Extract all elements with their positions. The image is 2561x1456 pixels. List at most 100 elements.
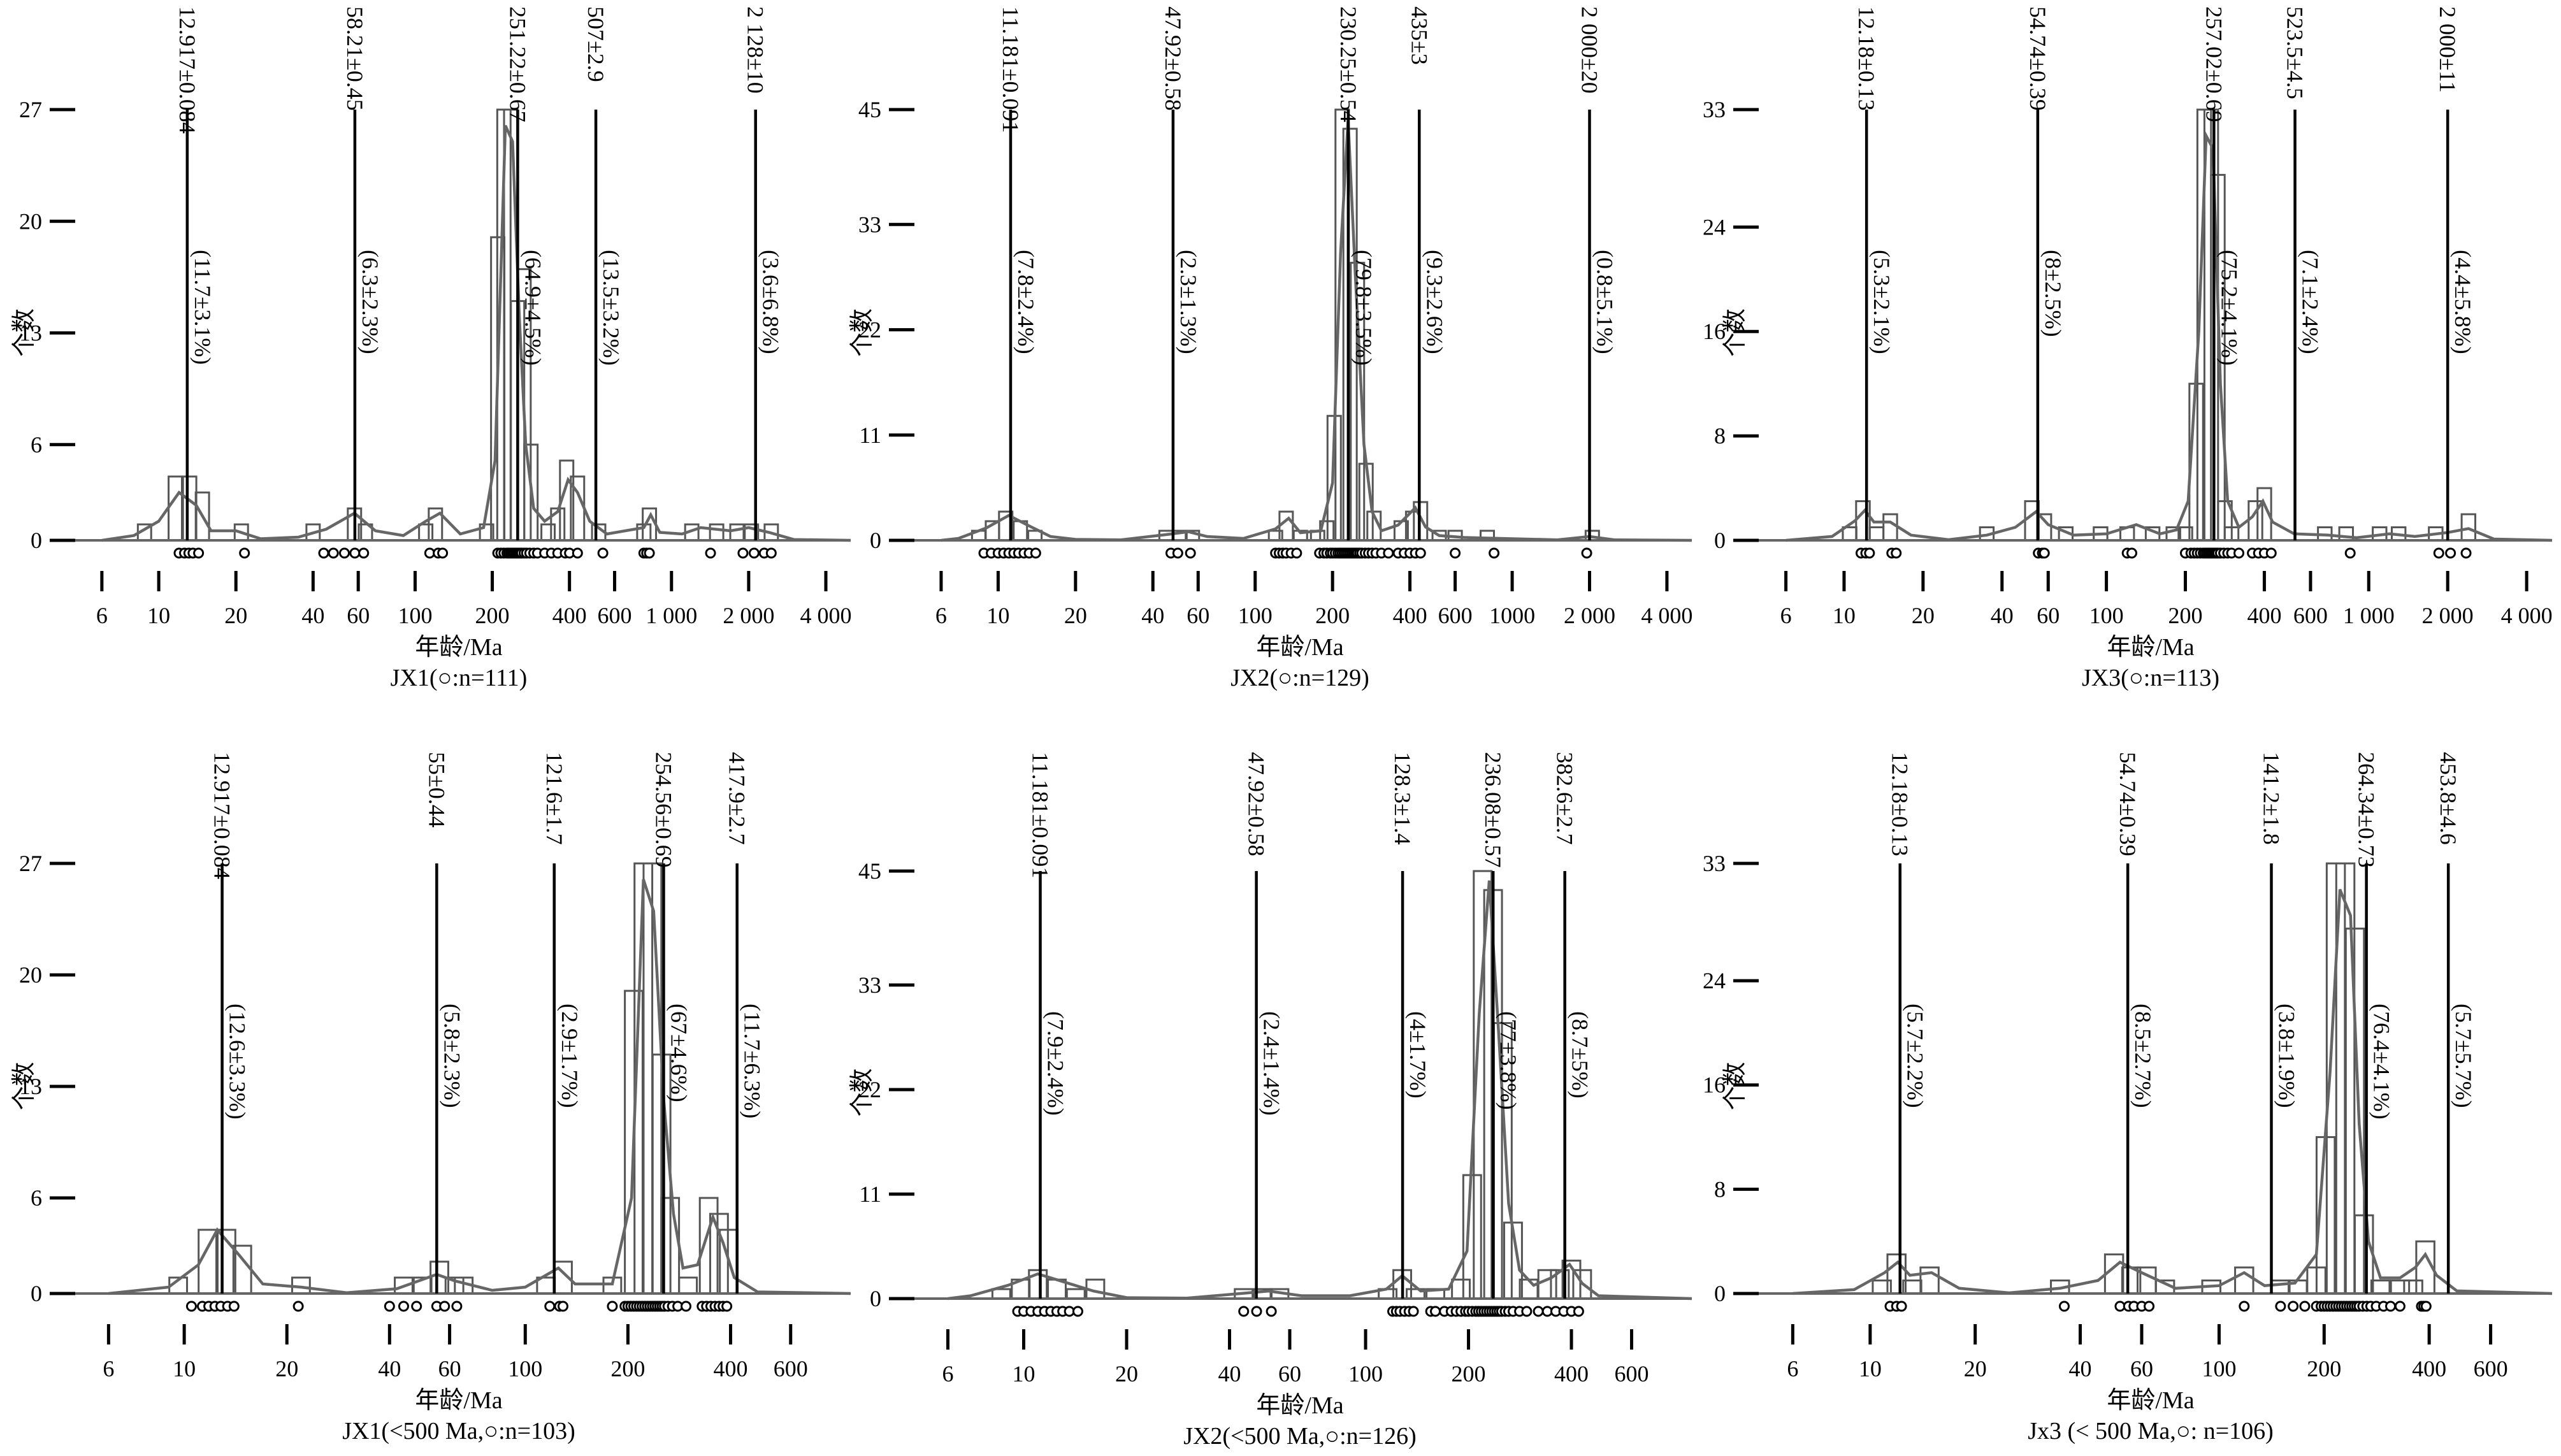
histogram-bar	[182, 475, 198, 542]
age-marker	[2275, 1301, 2286, 1312]
peak-age-label: 254.56±0.69	[651, 752, 676, 868]
y-tick-label: 6	[31, 432, 42, 458]
x-tick-label: 20	[1912, 603, 1935, 628]
histogram-bar	[2403, 1279, 2423, 1295]
age-marker	[398, 1301, 409, 1312]
y-axis-title: 个数	[849, 1068, 876, 1116]
x-tick-label: 200	[2307, 1356, 2341, 1381]
x-tick-label: 200	[475, 603, 510, 628]
x-tick-label: 6	[935, 603, 947, 628]
age-marker	[1573, 1306, 1584, 1317]
chart-panel-3: 12.18±0.13 (5.3±2.1%) 54.74±0.39 (8±2.5%) 25…	[1703, 6, 2553, 691]
age-marker	[1185, 547, 1196, 559]
peak-age-label: 58.21±0.45	[342, 6, 368, 111]
x-tick-label: 600	[1438, 603, 1473, 628]
y-tick-label: 45	[858, 858, 881, 884]
age-marker	[737, 547, 749, 559]
x-tick-label: 6	[1780, 603, 1792, 628]
histogram-bar	[1882, 513, 1898, 542]
age-marker	[439, 1301, 451, 1312]
peak-proportion-label: (6.3±2.3%)	[357, 250, 383, 354]
peak-age-label: 54.74±0.39	[2025, 6, 2051, 111]
peak-proportion-label: (5.7±2.2%)	[1903, 1004, 1928, 1108]
x-tick-label: 40	[1141, 603, 1164, 628]
age-marker	[318, 547, 329, 559]
peak-proportion-label: (11.7±3.1%)	[190, 250, 215, 364]
age-marker	[451, 1301, 463, 1312]
chart-panel-2: 11.181±0.091 (7.8±2.4%) 47.92±0.58 (2.3±1.3…	[849, 6, 1692, 691]
peak-proportion-label: (2.4±1.4%)	[1259, 1011, 1285, 1116]
peak-age-label: 47.92±0.58	[1244, 752, 1269, 856]
y-tick-label: 0	[1714, 1281, 1726, 1306]
age-marker	[328, 547, 339, 559]
x-tick-label: 20	[1064, 603, 1087, 628]
age-marker	[681, 1301, 692, 1312]
peak-age-label: 2 000±20	[1576, 6, 1602, 94]
y-tick-label: 33	[858, 972, 881, 998]
y-tick-label: 0	[31, 528, 42, 553]
panel-caption: JX1(<500 Ma,○:n=103)	[342, 1418, 575, 1445]
peak-proportion-label: (76.4±4.1%)	[2369, 1004, 2395, 1120]
y-tick-label: 33	[1703, 97, 1726, 122]
x-tick-label: 200	[1452, 1361, 1486, 1387]
x-tick-label: 600	[2293, 603, 2328, 628]
age-marker	[607, 1301, 618, 1312]
peak-age-label: 523.5±4.5	[2283, 6, 2308, 99]
histogram-bar	[991, 1288, 1011, 1300]
y-axis-title: 个数	[849, 308, 876, 357]
y-tick-label: 0	[31, 1281, 42, 1306]
x-tick-label: 20	[275, 1356, 298, 1381]
histogram-bar	[678, 1276, 698, 1295]
age-marker	[644, 547, 655, 559]
peak-proportion-label: (8.7±5%)	[1568, 1011, 1593, 1099]
age-marker	[2344, 547, 2356, 559]
age-marker	[1030, 547, 1041, 559]
x-tick-label: 2 000	[2422, 603, 2474, 628]
age-marker	[721, 1301, 733, 1312]
peak-proportion-label: (0.8±5.1%)	[1592, 250, 1617, 354]
y-tick-label: 27	[19, 851, 42, 876]
x-tick-label: 60	[438, 1356, 461, 1381]
histogram-bar	[1065, 1288, 1086, 1300]
peak-age-label: 264.34±0.73	[2354, 752, 2379, 868]
x-tick-label: 10	[1833, 603, 1856, 628]
peak-proportion-label: (8.5±2.7%)	[2130, 1004, 2156, 1108]
age-marker	[185, 1301, 197, 1312]
panel-caption: JX2(○:n=129)	[1230, 665, 1369, 691]
y-tick-label: 8	[1714, 423, 1726, 449]
x-tick-label: 60	[1187, 603, 1209, 628]
peak-proportion-label: (2.3±1.3%)	[1176, 250, 1201, 354]
x-tick-label: 10	[986, 603, 1009, 628]
x-tick-label: 40	[378, 1356, 401, 1381]
x-tick-label: 1 000	[2343, 603, 2395, 628]
age-marker	[1251, 1306, 1262, 1317]
y-tick-label: 20	[19, 208, 42, 234]
age-marker	[1266, 1306, 1277, 1317]
age-marker	[544, 1301, 556, 1312]
age-marker	[1450, 547, 1461, 559]
histogram-bar	[1451, 1278, 1471, 1300]
x-tick-label: 6	[103, 1356, 114, 1381]
y-tick-label: 0	[1714, 528, 1726, 553]
peak-age-label: 11.181±0.091	[1028, 752, 1053, 878]
x-tick-label: 200	[2168, 603, 2203, 628]
peak-proportion-label: (5.8±2.3%)	[439, 1004, 465, 1108]
peak-proportion-label: (3.6±6.8%)	[758, 250, 784, 354]
chart-panel-5: 11.181±0.091 (7.9±2.4%) 47.92±0.58 (2.4±1.4…	[849, 752, 1692, 1450]
peak-age-label: 2 128±10	[743, 6, 768, 94]
chart-panel-6: 12.18±0.13 (5.7±2.2%) 54.74±0.39 (8.5±2.7%)…	[1703, 752, 2553, 1445]
x-tick-label: 2 000	[1564, 603, 1615, 628]
kde-curve	[941, 119, 1692, 542]
peak-age-label: 55±0.44	[424, 752, 449, 828]
kde-curve	[948, 880, 1692, 1301]
age-marker	[437, 547, 449, 559]
y-tick-label: 8	[1714, 1176, 1726, 1202]
peak-proportion-label: (8±2.5%)	[2040, 250, 2066, 337]
age-marker	[228, 1301, 240, 1312]
x-tick-label: 600	[598, 603, 632, 628]
peak-proportion-label: (12.6±3.3%)	[225, 1004, 250, 1120]
histogram-bar	[1868, 526, 1885, 542]
age-marker	[1581, 547, 1592, 559]
x-tick-label: 10	[1013, 1361, 1035, 1387]
histogram-bar	[540, 523, 556, 542]
